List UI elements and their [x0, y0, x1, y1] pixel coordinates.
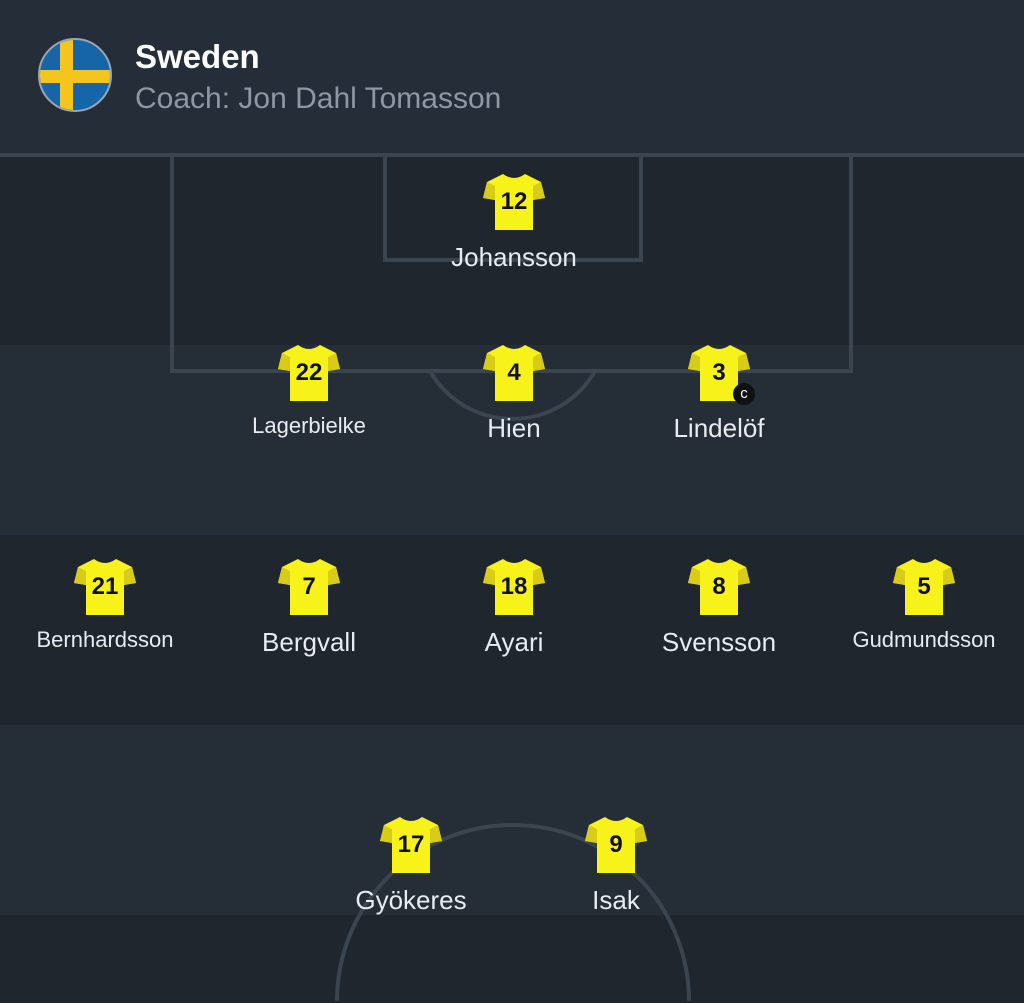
- player[interactable]: 4 Hien: [414, 343, 614, 444]
- player-number: 3: [712, 359, 726, 386]
- player-name: Lindelöf: [673, 413, 765, 443]
- player-name: Ayari: [484, 627, 544, 657]
- team-name: Sweden: [135, 38, 260, 75]
- player-number: 17: [397, 831, 425, 858]
- jersey-icon: 21: [74, 557, 136, 617]
- player[interactable]: 5 Gudmundsson: [824, 557, 1024, 653]
- player[interactable]: 9 Isak: [516, 815, 716, 916]
- jersey-icon: 22: [278, 343, 340, 403]
- player-number: 18: [500, 573, 528, 600]
- player-number: 8: [712, 573, 726, 600]
- player-name: Bergvall: [262, 627, 356, 657]
- player[interactable]: 18 Ayari: [414, 557, 614, 658]
- jersey-icon: 17: [380, 815, 442, 875]
- player-number: 7: [302, 573, 316, 600]
- captain-badge: c: [733, 383, 755, 405]
- jersey-icon: 3 c: [688, 343, 755, 405]
- player-name: Gudmundsson: [852, 627, 996, 652]
- player-name: Bernhardsson: [36, 627, 174, 652]
- jersey-icon: 18: [483, 557, 545, 617]
- jersey-icon: 4: [483, 343, 545, 403]
- player-number: 12: [500, 188, 528, 215]
- jersey-icon: 9: [585, 815, 647, 875]
- player[interactable]: 8 Svensson: [619, 557, 819, 658]
- player-name: Isak: [592, 885, 640, 915]
- player-name: Hien: [487, 413, 541, 443]
- jersey-icon: 8: [688, 557, 750, 617]
- player-number: 22: [295, 359, 323, 386]
- player-number: 4: [507, 359, 521, 386]
- player[interactable]: 21 Bernhardsson: [5, 557, 205, 653]
- coach-name: Coach: Jon Dahl Tomasson: [135, 82, 502, 115]
- jersey-icon: 12: [483, 172, 545, 232]
- team-header: Sweden Coach: Jon Dahl Tomasson: [0, 0, 1024, 155]
- player-number: 5: [917, 573, 931, 600]
- jersey-icon: 7: [278, 557, 340, 617]
- player-number: 21: [91, 573, 119, 600]
- player[interactable]: 7 Bergvall: [209, 557, 409, 658]
- player-name: Johansson: [451, 242, 577, 272]
- player[interactable]: 17 Gyökeres: [311, 815, 511, 916]
- player[interactable]: 12 Johansson: [414, 172, 614, 273]
- player-name: Gyökeres: [355, 885, 467, 915]
- player[interactable]: 22 Lagerbielke: [209, 343, 409, 439]
- pitch-stripe: [0, 915, 1024, 1003]
- sweden-flag-icon: [38, 38, 112, 112]
- jersey-icon: 5: [893, 557, 955, 617]
- player-name: Lagerbielke: [252, 413, 366, 438]
- player-number: 9: [609, 831, 623, 858]
- player-name: Svensson: [661, 627, 777, 657]
- player[interactable]: 3 c Lindelöf: [619, 343, 819, 444]
- pitch-stripe: [0, 725, 1024, 915]
